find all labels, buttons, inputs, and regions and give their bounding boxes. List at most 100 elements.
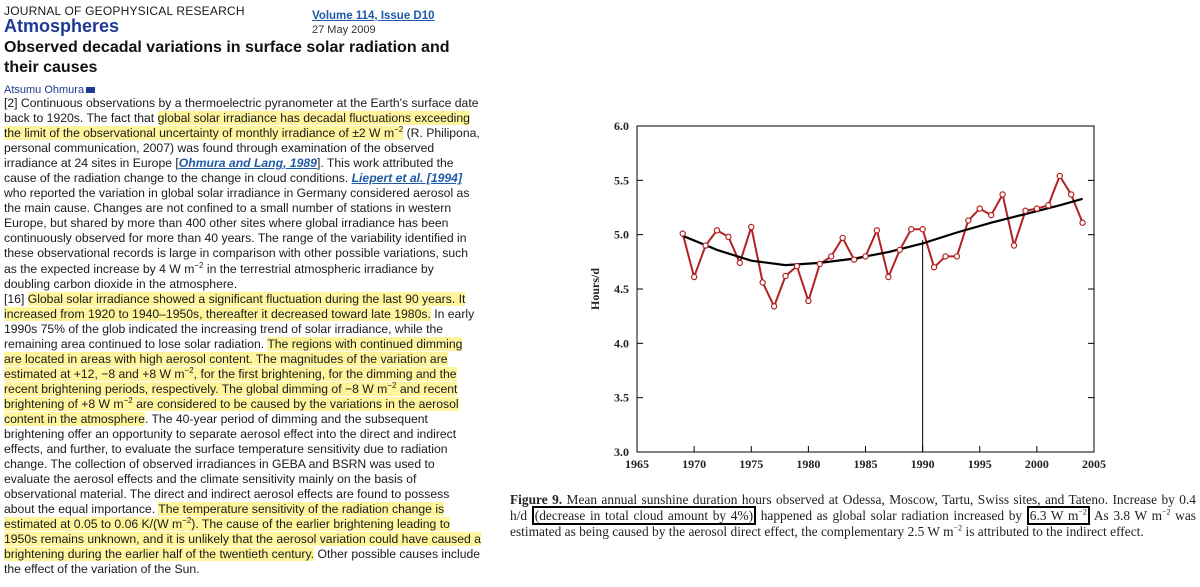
superscript: −2 [184,365,194,375]
sunshine-chart: 3.0 3.5 4.0 4.5 5.0 5.5 6.0 1965 1970 1975 1980 198… [588,119,1106,471]
y-tick-label: 3.5 [614,391,629,405]
text-run: (R. Philipona, personal communication, 2… [4,126,480,171]
citation-authors: Liepert et al. [351,171,424,186]
data-point [919,226,926,233]
data-point [1067,191,1075,198]
text-run: ]. This work attributed the cause of the… [4,156,454,186]
text-run: [2] Continuous observations by a thermoe… [4,96,479,126]
paragraph-16: [16] Global solar irradiance showed a si… [4,291,482,578]
y-tick-label: 4.0 [614,336,629,350]
text-run: happened as global solar radiation incre… [756,508,1027,523]
text-run: The temperature sensitivity of the radia… [4,502,445,532]
data-point [953,253,961,260]
x-tick-label: 2005 [1082,457,1106,471]
data-point [976,205,983,212]
citation-link[interactable]: Ohmura and Lang, 1989 [179,156,317,170]
mail-icon[interactable] [86,87,96,94]
figure-panel: 3.0 3.5 4.0 4.5 5.0 5.5 6.0 1965 1970 1975 1980 198… [490,0,1200,587]
data-point [942,253,949,260]
text-run: and recent brightening of +8 W m [4,381,458,411]
x-tick-label: 1975 [739,457,763,471]
y-tick-label: 3.0 [614,445,629,459]
text-run: As 3.8 W m [1089,508,1162,523]
journal-name: JOURNAL OF GEOPHYSICAL RESEARCH [4,4,245,18]
y-tick-label: 5.0 [614,228,629,242]
superscript: −2 [394,125,404,135]
data-point [702,242,709,249]
y-tick-label: 4.5 [614,282,629,296]
text-run: , for the first brightening, for the dim… [4,366,457,396]
data-point [965,217,972,224]
citation-year: , 1989 [283,156,317,171]
data-point [1022,207,1029,214]
superscript: −2 [123,395,133,405]
data-point [1056,172,1063,180]
text-run: Mean annual sunshine duration hours obse… [510,492,1196,523]
data-point [679,230,686,237]
data-point [828,253,835,260]
citation-year: [1994] [423,171,463,186]
data-point [873,227,881,234]
y-tick-label: 6.0 [614,119,629,133]
data-point [1010,242,1018,249]
data-point [896,246,903,254]
data-point [1033,205,1041,212]
superscript: −2 [387,380,397,390]
highlighted-text: Global solar irradiance showed a signifi… [4,291,466,321]
boxed-text: 6.3 W m−2 [1026,506,1090,525]
superscript: −2 [182,516,192,526]
data-point [713,227,721,234]
text-run: The regions with continued dimming are l… [4,336,463,381]
data-point [839,234,846,242]
citation-link[interactable]: Liepert et al. [1994] [352,171,462,185]
author-link[interactable]: Atsumu Ohmura [4,84,85,96]
data-point [736,259,744,267]
data-point [885,273,892,281]
x-tick-label: 1980 [796,457,820,471]
text-run: Other possible causes include the effect… [4,547,481,577]
highlighted-text: The regions with continued dimming are l… [4,336,463,426]
text-run: in the terrestrial atmospheric irradianc… [4,261,434,291]
y-axis-label: Hours/d [588,268,602,310]
x-tick-label: 1995 [968,457,992,471]
author: Atsumu Ohmura [4,84,96,96]
text-run: In early 1990s 75% of the glob indicated… [4,306,475,351]
x-tick-label: 1990 [911,457,935,471]
article-panel: JOURNAL OF GEOPHYSICAL RESEARCH Atmosphe… [0,0,486,587]
volume-issue: Volume 114, Issue D10 [312,10,435,22]
text-run: global solar irradiance has decadal fluc… [4,111,470,141]
citation-authors: Ohmura and Lang [178,156,284,171]
text-run: . The 40-year period of dimming and the … [4,411,457,517]
data-point [862,253,869,260]
superscript: −2 [1161,507,1171,517]
plot-frame [636,125,1095,453]
text-run: [16] [4,291,28,306]
data-point [690,273,698,281]
figure-caption: Figure 9. Mean annual sunshine duration … [510,492,1196,540]
x-tick-label: 1985 [854,457,878,471]
data-point [782,272,789,280]
superscript: −2 [194,260,204,270]
x-tick-label: 2000 [1025,457,1049,471]
y-tick-label: 5.5 [614,173,629,187]
data-point [793,262,801,270]
text-run: are considered to be caused by the varia… [4,396,459,426]
data-point [987,211,995,219]
data-point [930,264,938,271]
paragraph-2: [2] Continuous observations by a thermoe… [4,96,482,292]
superscript: −2 [1078,507,1087,517]
text-run: ). The cause of the earlier brightening … [4,517,481,562]
series-trend-line [682,197,1083,267]
text-run: was estimated as being caused by the aer… [510,508,1196,539]
data-point [850,256,858,263]
text-run: is attributed to the indirect effect. [962,524,1144,539]
data-point [725,233,732,241]
volume-issue-link[interactable]: Volume 114, Issue D10 [312,10,435,22]
boxed-text: (decrease in total cloud amount by 4%) [531,506,757,525]
data-point [805,297,812,305]
article-title: Observed decadal variations in surface s… [4,39,450,76]
data-point [908,226,915,233]
publication-date: 27 May 2009 [312,24,376,36]
data-point [1079,219,1086,226]
x-tick-label: 1970 [682,457,706,471]
